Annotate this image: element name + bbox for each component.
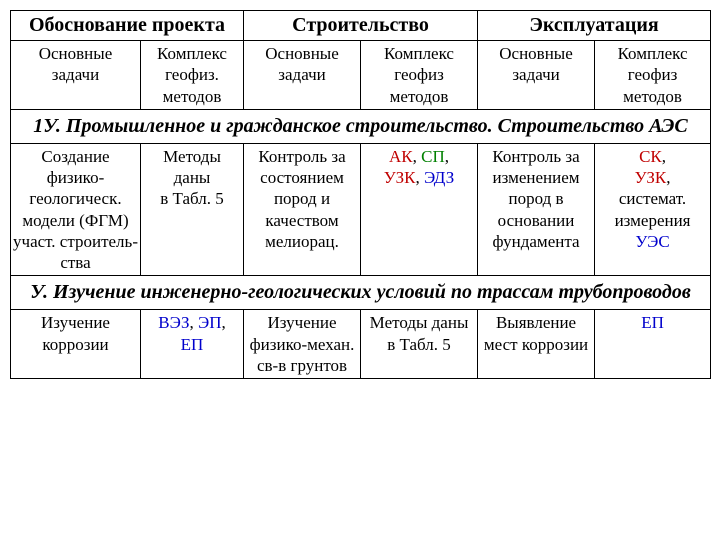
r1-a1: Создание физико-геологическ. модели (ФГМ… [11,143,141,276]
sub-b2: Комплекс геофиз методов [361,41,478,110]
abbr-ep1: ЭП [198,313,222,332]
r2-b2: Методы даны в Табл. 5 [361,310,478,379]
abbr-vez: ВЭЗ [158,313,189,332]
abbr-uzk2: УЗК [635,168,667,187]
data-row-2: Изучение коррозии ВЭЗ, ЭП, ЕП Изучение ф… [11,310,711,379]
abbr-ues: УЭС [635,232,669,251]
data-row-1: Создание физико-геологическ. модели (ФГМ… [11,143,711,276]
main-table: Обоснование проекта Строительство Эксплу… [10,10,711,379]
hdr-project: Обоснование проекта [11,11,244,41]
r1-b2: АК, СП, УЗК, ЭДЗ [361,143,478,276]
abbr-sk: СК [639,147,662,166]
hdr-construction: Строительство [244,11,478,41]
hdr-exploitation: Эксплуатация [478,11,711,41]
sub-a2: Комплекс геофиз. методов [141,41,244,110]
section-2-title: У. Изучение инженерно-геологических усло… [11,276,711,310]
header-row-sub: Основные задачи Комплекс геофиз. методов… [11,41,711,110]
section-1: 1У. Промышленное и гражданское строитель… [11,109,711,143]
section-2: У. Изучение инженерно-геологических усло… [11,276,711,310]
section-1-title: 1У. Промышленное и гражданское строитель… [11,109,711,143]
sub-a1: Основные задачи [11,41,141,110]
abbr-ep2: ЕП [181,335,204,354]
sub-c1: Основные задачи [478,41,595,110]
abbr-uzk: УЗК [384,168,416,187]
r2-a2: ВЭЗ, ЭП, ЕП [141,310,244,379]
r1-b1: Контроль за состоянием пород и качеством… [244,143,361,276]
r2-c2: ЕП [595,310,711,379]
txt-system: системат. измерения [615,189,691,229]
r1-a2: Методы даны в Табл. 5 [141,143,244,276]
r2-a1: Изучение коррозии [11,310,141,379]
abbr-sp: СП [421,147,445,166]
abbr-edz: ЭДЗ [424,168,454,187]
r2-b1: Изучение физико-механ. св-в грунтов [244,310,361,379]
r2-c1: Выявление мест коррозии [478,310,595,379]
header-row-top: Обоснование проекта Строительство Эксплу… [11,11,711,41]
r1-c1: Контроль за изменением пород в основании… [478,143,595,276]
sub-c2: Комплекс геофиз методов [595,41,711,110]
r1-c2: СК, УЗК, системат. измерения УЭС [595,143,711,276]
sub-b1: Основные задачи [244,41,361,110]
abbr-ak: АК [389,147,413,166]
